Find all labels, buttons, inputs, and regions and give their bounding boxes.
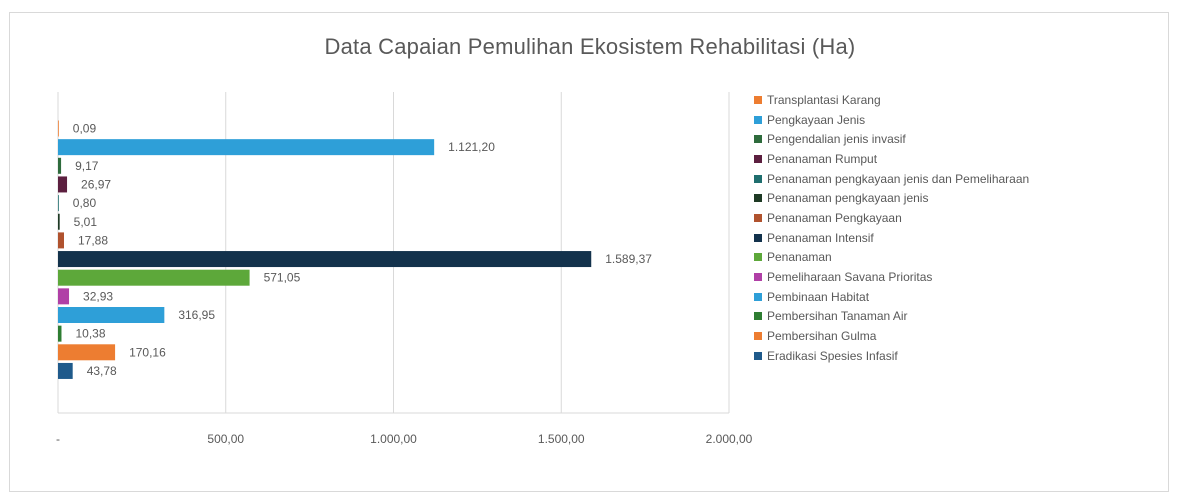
legend-swatch — [754, 233, 762, 242]
bar — [58, 213, 60, 230]
bar — [58, 139, 435, 156]
legend-swatch — [754, 332, 762, 341]
x-tick-label: - — [56, 432, 60, 446]
chart-legend: Transplantasi Karang Pengkayaan Jenis Peng… — [754, 90, 1174, 366]
bar-data-label: 316,95 — [178, 308, 215, 322]
bar — [58, 195, 59, 212]
legend-item: Pemeliharaan Savana Prioritas — [754, 267, 1174, 287]
legend-item: Penanaman Pengkayaan — [754, 208, 1174, 228]
legend-item: Pengendalian jenis invasif — [754, 129, 1174, 149]
legend-item: Pembinaan Habitat — [754, 287, 1174, 307]
legend-label: Penanaman pengkayaan jenis — [767, 191, 929, 206]
legend-swatch — [754, 194, 762, 203]
bar — [58, 288, 70, 305]
bar — [58, 344, 116, 361]
bar-data-label: 1.589,37 — [605, 252, 652, 266]
legend-label: Penanaman Rumput — [767, 151, 878, 166]
bar — [58, 307, 165, 323]
legend-item: Penanaman Rumput — [754, 149, 1174, 169]
legend-label: Penanaman pengkayaan jenis dan Pemelihar… — [767, 171, 1030, 186]
legend-swatch — [754, 154, 762, 163]
legend-item: Penanaman pengkayaan jenis — [754, 188, 1174, 208]
legend-label: Pengendalian jenis invasif — [767, 132, 906, 147]
legend-label: Transplantasi Karang — [767, 92, 881, 107]
legend-item: Pembersihan Gulma — [754, 326, 1174, 346]
bar-data-label: 5,01 — [74, 215, 98, 229]
legend-item: Pembersihan Tanaman Air — [754, 307, 1174, 327]
legend-label: Penanaman Intensif — [767, 230, 874, 245]
legend-label: Pembinaan Habitat — [767, 289, 870, 304]
x-tick-label: 1.500,00 — [538, 432, 585, 446]
bar-data-label: 0,09 — [73, 122, 97, 136]
legend-item: Penanaman — [754, 248, 1174, 268]
legend-item: Penanaman Intensif — [754, 228, 1174, 248]
bar — [58, 362, 73, 379]
legend-label: Penanaman — [767, 250, 832, 265]
legend-label: Pembersihan Gulma — [767, 329, 877, 344]
bar-data-label: 1.121,20 — [448, 140, 495, 154]
legend-label: Pemeliharaan Savana Prioritas — [767, 270, 933, 285]
legend-label: Eradikasi Spesies Infasif — [767, 348, 898, 363]
bar-data-label: 17,88 — [78, 233, 108, 247]
x-tick-label: 2.000,00 — [706, 432, 753, 446]
legend-swatch — [754, 135, 762, 144]
legend-swatch — [754, 213, 762, 222]
legend-swatch — [754, 95, 762, 104]
bar — [58, 232, 64, 249]
legend-swatch — [754, 174, 762, 183]
bar-data-label: 32,93 — [83, 289, 113, 303]
bar-data-label: 0,80 — [73, 196, 97, 210]
bar-data-label: 10,38 — [75, 327, 105, 341]
legend-swatch — [754, 351, 762, 360]
legend-item: Pengkayaan Jenis — [754, 110, 1174, 130]
x-tick-label: 1.000,00 — [370, 432, 417, 446]
legend-label: Penanaman Pengkayaan — [767, 210, 902, 225]
bar-data-label: 9,17 — [75, 159, 99, 173]
legend-item: Eradikasi Spesies Infasif — [754, 346, 1174, 366]
legend-item: Penanaman pengkayaan jenis dan Pemelihar… — [754, 169, 1174, 189]
chart-title: Data Capaian Pemulihan Ekosistem Rehabil… — [324, 34, 856, 59]
bar — [58, 251, 592, 268]
bar — [58, 120, 59, 137]
bar-data-label: 170,16 — [129, 345, 166, 359]
legend-swatch — [754, 253, 762, 262]
x-tick-label: 500,00 — [207, 432, 244, 446]
bar-data-label: 26,97 — [81, 177, 111, 191]
bar-data-label: 571,05 — [264, 271, 301, 285]
legend-label: Pengkayaan Jenis — [767, 112, 866, 127]
legend-swatch — [754, 292, 762, 301]
legend-label: Pembersihan Tanaman Air — [767, 309, 908, 324]
legend-swatch — [754, 273, 762, 282]
bar — [58, 157, 62, 174]
legend-swatch — [754, 312, 762, 321]
bar-data-label: 43,78 — [87, 364, 117, 378]
bar — [58, 176, 68, 193]
legend-item: Transplantasi Karang — [754, 90, 1174, 110]
bar — [58, 269, 250, 286]
legend-swatch — [754, 115, 762, 124]
bar — [58, 325, 62, 342]
